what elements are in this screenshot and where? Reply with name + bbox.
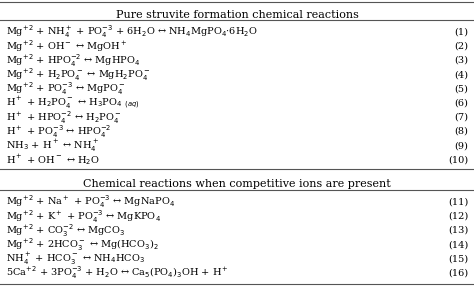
Text: NH$_3$ + H$^+$ ↔ NH$_4^+$: NH$_3$ + H$^+$ ↔ NH$_4^+$ [6, 137, 99, 154]
Text: Chemical reactions when competitive ions are present: Chemical reactions when competitive ions… [83, 179, 391, 189]
Text: (1): (1) [454, 27, 468, 36]
Text: H$^+$ + HPO$_4^{-2}$ ↔ H$_2$PO$_4^-$: H$^+$ + HPO$_4^{-2}$ ↔ H$_2$PO$_4^-$ [6, 109, 121, 126]
Text: (6): (6) [455, 98, 468, 108]
Text: Mg$^{+2}$ + K$^+$ + PO$_4^{-3}$ ↔ MgKPO$_4$: Mg$^{+2}$ + K$^+$ + PO$_4^{-3}$ ↔ MgKPO$… [6, 208, 161, 225]
Text: (12): (12) [448, 212, 468, 221]
Text: (5): (5) [455, 84, 468, 93]
Text: (11): (11) [448, 198, 468, 206]
Text: 5Ca$^{+2}$ + 3PO$_4^{-3}$ + H$_2$O ↔ Ca$_5$(PO$_4$)$_3$OH + H$^+$: 5Ca$^{+2}$ + 3PO$_4^{-3}$ + H$_2$O ↔ Ca$… [6, 264, 228, 282]
Text: Mg$^{+2}$ + NH$_4^+$ + PO$_4^{-3}$ + 6H$_2$O ↔ NH$_4$MgPO$_4$·6H$_2$O: Mg$^{+2}$ + NH$_4^+$ + PO$_4^{-3}$ + 6H$… [6, 24, 257, 40]
Text: Mg$^{+2}$ + HPO$_4^{-2}$ ↔ MgHPO$_4$: Mg$^{+2}$ + HPO$_4^{-2}$ ↔ MgHPO$_4$ [6, 52, 140, 69]
Text: (3): (3) [454, 56, 468, 65]
Text: Mg$^{+2}$ + CO$_3^{-2}$ ↔ MgCO$_3$: Mg$^{+2}$ + CO$_3^{-2}$ ↔ MgCO$_3$ [6, 222, 125, 239]
Text: Pure struvite formation chemical reactions: Pure struvite formation chemical reactio… [116, 10, 358, 20]
Text: (15): (15) [448, 254, 468, 263]
Text: (16): (16) [448, 268, 468, 278]
Text: (9): (9) [455, 141, 468, 150]
Text: Mg$^{+2}$ + PO$_4^{-3}$ ↔ MgPO$_4^-$: Mg$^{+2}$ + PO$_4^{-3}$ ↔ MgPO$_4^-$ [6, 80, 125, 97]
Text: (13): (13) [448, 226, 468, 235]
Text: (4): (4) [454, 70, 468, 79]
Text: (2): (2) [454, 42, 468, 51]
Text: H$^+$ + H$_2$PO$_4^-$ ↔ H$_3$PO$_{4}$ $_{(aq)}$: H$^+$ + H$_2$PO$_4^-$ ↔ H$_3$PO$_{4}$ $_… [6, 95, 139, 111]
Text: (8): (8) [455, 127, 468, 136]
Text: Mg$^{+2}$ + 2HCO$_3^-$ ↔ Mg(HCO$_3$)$_2$: Mg$^{+2}$ + 2HCO$_3^-$ ↔ Mg(HCO$_3$)$_2$ [6, 236, 158, 253]
Text: Mg$^{+2}$ + H$_2$PO$_4^-$ ↔ MgH$_2$PO$_4^-$: Mg$^{+2}$ + H$_2$PO$_4^-$ ↔ MgH$_2$PO$_4… [6, 66, 150, 83]
Text: Mg$^{+2}$ + Na$^+$ + PO$_4^{-3}$ ↔ MgNaPO$_4$: Mg$^{+2}$ + Na$^+$ + PO$_4^{-3}$ ↔ MgNaP… [6, 194, 175, 210]
Text: (14): (14) [448, 240, 468, 249]
Text: Mg$^{+2}$ + OH$^-$ ↔ MgOH$^+$: Mg$^{+2}$ + OH$^-$ ↔ MgOH$^+$ [6, 38, 128, 54]
Text: NH$_4^+$ + HCO$_3^-$ ↔ NH$_4$HCO$_3$: NH$_4^+$ + HCO$_3^-$ ↔ NH$_4$HCO$_3$ [6, 251, 145, 267]
Text: H$^+$ + OH$^-$ ↔ H$_2$O: H$^+$ + OH$^-$ ↔ H$_2$O [6, 152, 100, 167]
Text: (10): (10) [448, 155, 468, 164]
Text: H$^+$ + PO$_4^{-3}$ ↔ HPO$_4^{-2}$: H$^+$ + PO$_4^{-3}$ ↔ HPO$_4^{-2}$ [6, 123, 111, 140]
Text: (7): (7) [454, 113, 468, 122]
